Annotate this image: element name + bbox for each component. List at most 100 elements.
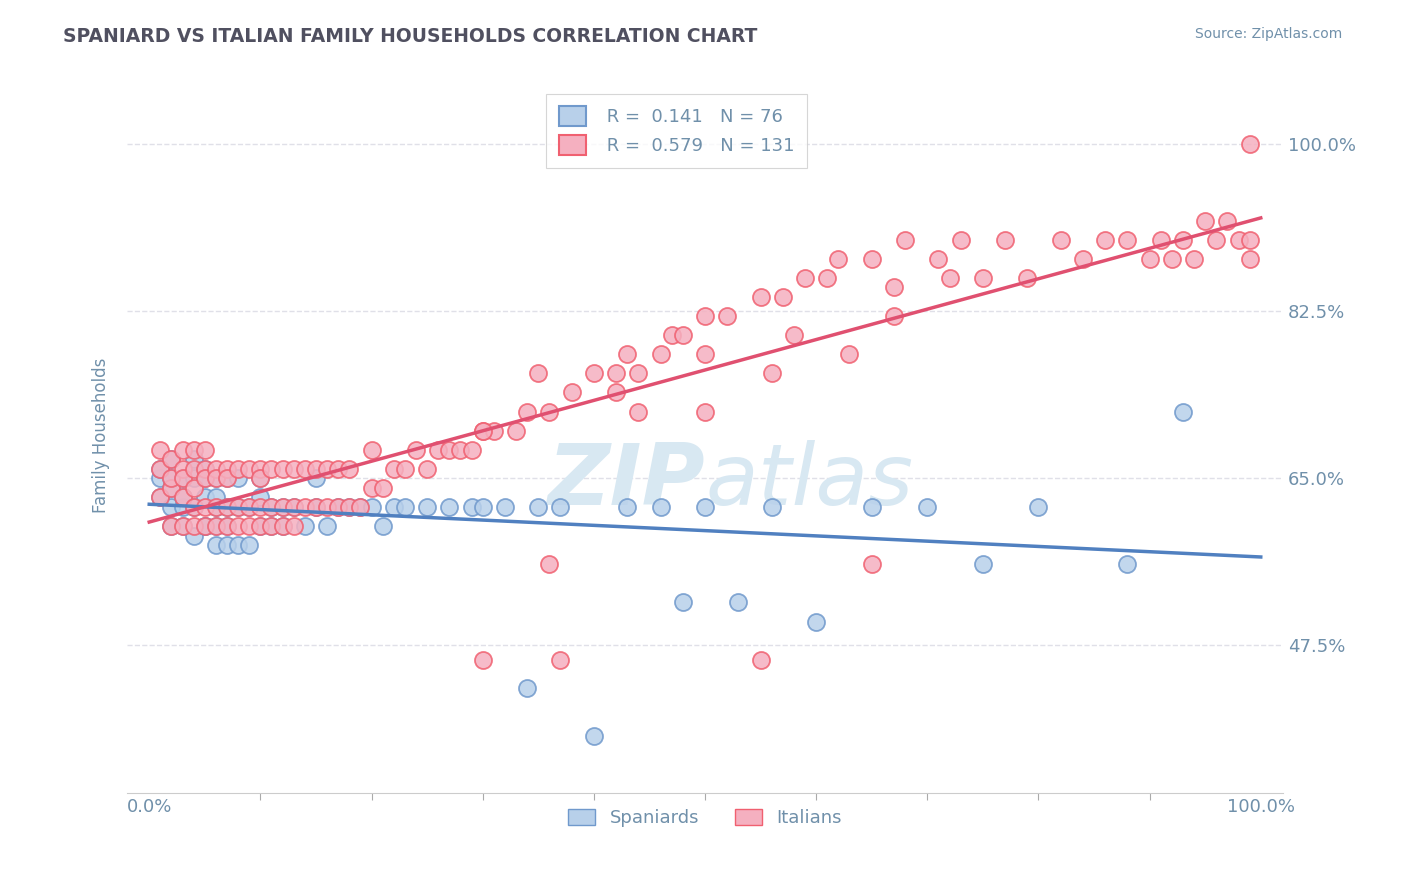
Point <box>238 538 260 552</box>
Point <box>471 653 494 667</box>
Point <box>205 491 228 505</box>
Text: SPANIARD VS ITALIAN FAMILY HOUSEHOLDS CORRELATION CHART: SPANIARD VS ITALIAN FAMILY HOUSEHOLDS CO… <box>63 27 758 45</box>
Point <box>215 471 238 485</box>
Point <box>249 471 271 485</box>
Point <box>1094 233 1116 247</box>
Point <box>149 491 172 505</box>
Point <box>205 471 228 485</box>
Point <box>1216 213 1239 227</box>
Point <box>949 233 972 247</box>
Point <box>183 519 205 533</box>
Point <box>226 538 249 552</box>
Point <box>527 500 550 514</box>
Point <box>972 271 994 285</box>
Y-axis label: Family Households: Family Households <box>93 358 110 513</box>
Point <box>672 595 695 609</box>
Point <box>183 471 205 485</box>
Point <box>516 681 538 696</box>
Point <box>860 558 883 572</box>
Point <box>482 424 505 438</box>
Point <box>160 481 183 495</box>
Point <box>271 519 294 533</box>
Point <box>1017 271 1039 285</box>
Point <box>149 471 172 485</box>
Point <box>172 519 194 533</box>
Point <box>328 500 350 514</box>
Point <box>249 519 271 533</box>
Point <box>194 491 217 505</box>
Point <box>471 500 494 514</box>
Point <box>183 500 205 514</box>
Point <box>360 500 382 514</box>
Point <box>650 347 672 361</box>
Point <box>305 462 328 476</box>
Point <box>917 500 939 514</box>
Text: atlas: atlas <box>704 441 912 524</box>
Point <box>249 519 271 533</box>
Point <box>183 500 205 514</box>
Point <box>471 424 494 438</box>
Point <box>427 442 450 457</box>
Point <box>627 367 650 381</box>
Point <box>938 271 960 285</box>
Point <box>316 500 339 514</box>
Point <box>416 500 439 514</box>
Point <box>305 500 328 514</box>
Point <box>149 491 172 505</box>
Point <box>527 367 550 381</box>
Point <box>1116 233 1139 247</box>
Point <box>1182 252 1205 266</box>
Point <box>183 452 205 467</box>
Point <box>616 347 638 361</box>
Point <box>337 500 360 514</box>
Point <box>605 367 627 381</box>
Point <box>439 442 461 457</box>
Point <box>1239 252 1261 266</box>
Point <box>260 519 283 533</box>
Point <box>783 328 806 343</box>
Point <box>316 462 339 476</box>
Point <box>838 347 860 361</box>
Point <box>160 519 183 533</box>
Point <box>238 519 260 533</box>
Point <box>194 519 217 533</box>
Point <box>972 558 994 572</box>
Point <box>550 653 572 667</box>
Point <box>238 500 260 514</box>
Point <box>194 442 217 457</box>
Point <box>205 462 228 476</box>
Point <box>749 653 772 667</box>
Point <box>693 404 716 418</box>
Point <box>804 615 827 629</box>
Point <box>827 252 849 266</box>
Point <box>160 519 183 533</box>
Point <box>360 481 382 495</box>
Point <box>1049 233 1071 247</box>
Point <box>672 328 695 343</box>
Point <box>371 481 394 495</box>
Point <box>294 519 316 533</box>
Point <box>927 252 949 266</box>
Point <box>894 233 917 247</box>
Point <box>172 442 194 457</box>
Point <box>883 280 905 294</box>
Point <box>627 404 650 418</box>
Point <box>305 471 328 485</box>
Point <box>226 462 249 476</box>
Point <box>727 595 749 609</box>
Point <box>1239 137 1261 152</box>
Point <box>772 290 794 304</box>
Point <box>394 462 416 476</box>
Point <box>382 500 405 514</box>
Point <box>494 500 516 514</box>
Point <box>1171 404 1194 418</box>
Point <box>205 538 228 552</box>
Point <box>205 500 228 514</box>
Point <box>183 481 205 495</box>
Point <box>1205 233 1227 247</box>
Point <box>449 442 471 457</box>
Point <box>582 367 605 381</box>
Point <box>226 471 249 485</box>
Point <box>249 500 271 514</box>
Point <box>860 252 883 266</box>
